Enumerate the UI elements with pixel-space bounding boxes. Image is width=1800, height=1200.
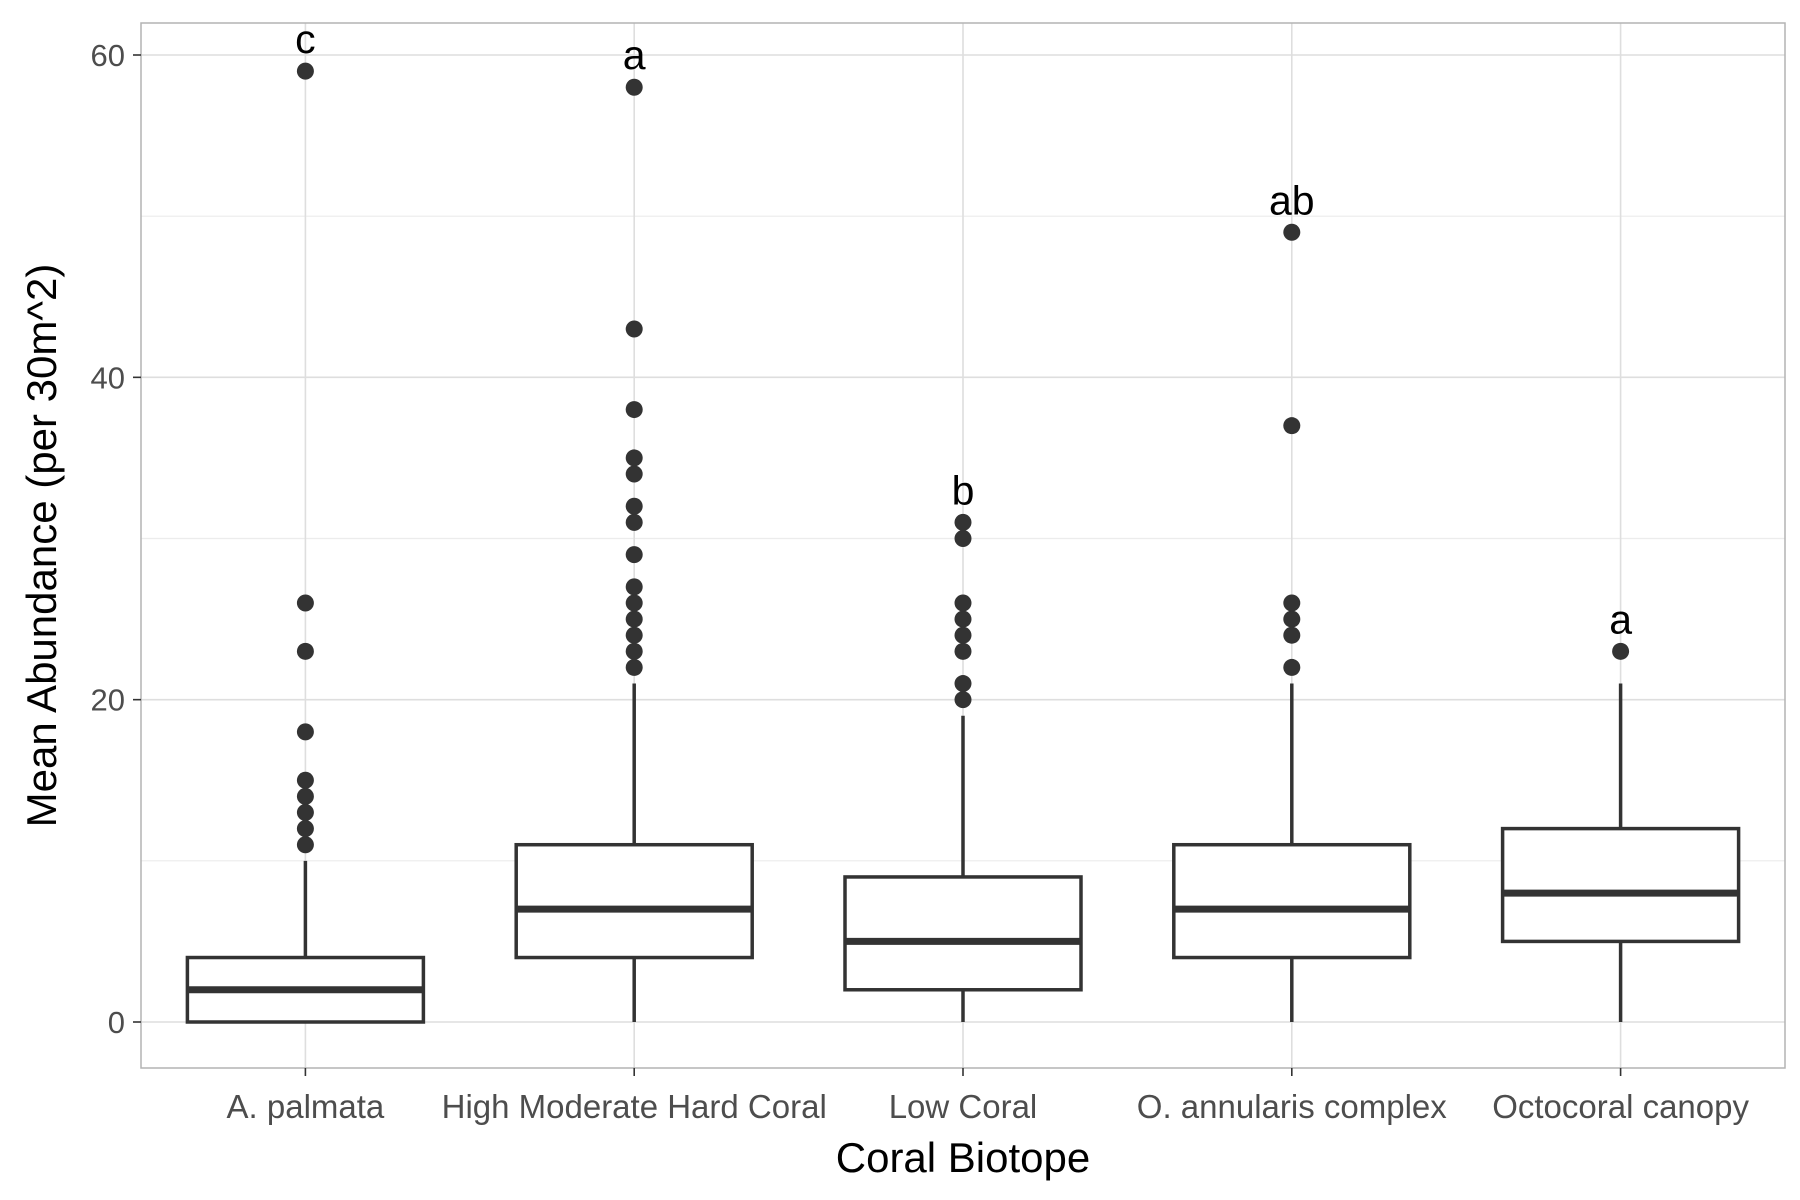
outlier-point bbox=[296, 803, 314, 821]
y-tick-label: 40 bbox=[91, 360, 125, 395]
outlier-point bbox=[625, 497, 643, 515]
y-axis-ticks: 0 20 40 60 bbox=[91, 38, 141, 1040]
outlier-point bbox=[625, 78, 643, 96]
outlier-point bbox=[954, 610, 972, 628]
outlier-point bbox=[625, 401, 643, 419]
outlier-point bbox=[296, 787, 314, 805]
box-iqr bbox=[1500, 826, 1741, 944]
outlier-point bbox=[954, 691, 972, 709]
box-1 bbox=[514, 683, 754, 1022]
box-0 bbox=[185, 860, 426, 1024]
outlier-point bbox=[954, 594, 972, 612]
x-tick-label: O. annularis complex bbox=[1137, 1088, 1447, 1125]
significance-letter: a bbox=[1609, 596, 1632, 642]
box-iqr bbox=[843, 875, 1083, 992]
outlier-point bbox=[296, 836, 314, 854]
significance-letter: a bbox=[623, 32, 646, 78]
outlier-point bbox=[625, 320, 643, 338]
outlier-point bbox=[954, 530, 972, 547]
box-layer bbox=[185, 683, 1741, 1024]
box-3 bbox=[1172, 683, 1412, 1022]
outlier-point bbox=[954, 513, 972, 531]
outlier-point bbox=[1283, 626, 1301, 644]
outlier-point bbox=[625, 578, 643, 596]
y-tick-label: 20 bbox=[91, 683, 125, 718]
y-tick-label: 60 bbox=[91, 38, 125, 73]
x-tick-label: Octocoral canopy bbox=[1492, 1088, 1749, 1125]
outlier-point bbox=[296, 820, 314, 838]
outlier-point bbox=[296, 771, 314, 789]
outlier-point bbox=[625, 546, 643, 564]
outlier-point bbox=[954, 642, 972, 660]
box-2 bbox=[843, 715, 1083, 1022]
outlier-point bbox=[625, 658, 643, 676]
outlier-point bbox=[625, 513, 643, 531]
outlier-point bbox=[296, 594, 314, 612]
x-axis-ticks: A. palmata High Moderate Hard Coral Low Co… bbox=[227, 1068, 1749, 1125]
outlier-point bbox=[1283, 594, 1301, 612]
outlier-point bbox=[625, 449, 643, 467]
x-tick-label: A. palmata bbox=[227, 1088, 385, 1125]
outlier-point bbox=[625, 465, 643, 483]
outlier-point bbox=[1283, 417, 1301, 435]
outlier-point bbox=[625, 626, 643, 644]
y-axis-title: Mean Abundance (per 30m^2) bbox=[18, 264, 65, 828]
x-tick-label: Low Coral bbox=[889, 1088, 1038, 1125]
significance-letter: c bbox=[295, 16, 316, 62]
significance-letter: ab bbox=[1269, 177, 1315, 223]
outlier-point bbox=[954, 675, 972, 693]
significance-letter: b bbox=[952, 467, 975, 513]
outlier-point bbox=[296, 642, 314, 660]
outlier-point bbox=[1283, 223, 1301, 241]
outlier-point bbox=[1283, 658, 1301, 676]
outlier-point bbox=[296, 62, 314, 80]
outlier-point bbox=[625, 594, 643, 612]
outlier-point bbox=[625, 642, 643, 660]
outlier-point bbox=[625, 610, 643, 628]
box-iqr bbox=[1172, 842, 1412, 960]
x-axis-title: Coral Biotope bbox=[836, 1134, 1090, 1181]
outlier-point bbox=[1612, 642, 1630, 660]
y-tick-label: 0 bbox=[108, 1005, 125, 1040]
outlier-point bbox=[954, 626, 972, 644]
outlier-point bbox=[296, 723, 314, 741]
x-tick-label: High Moderate Hard Coral bbox=[442, 1088, 827, 1125]
box-iqr bbox=[514, 842, 754, 960]
box-4 bbox=[1500, 683, 1741, 1022]
outlier-point bbox=[1283, 610, 1301, 628]
outlier-layer bbox=[296, 62, 1630, 854]
